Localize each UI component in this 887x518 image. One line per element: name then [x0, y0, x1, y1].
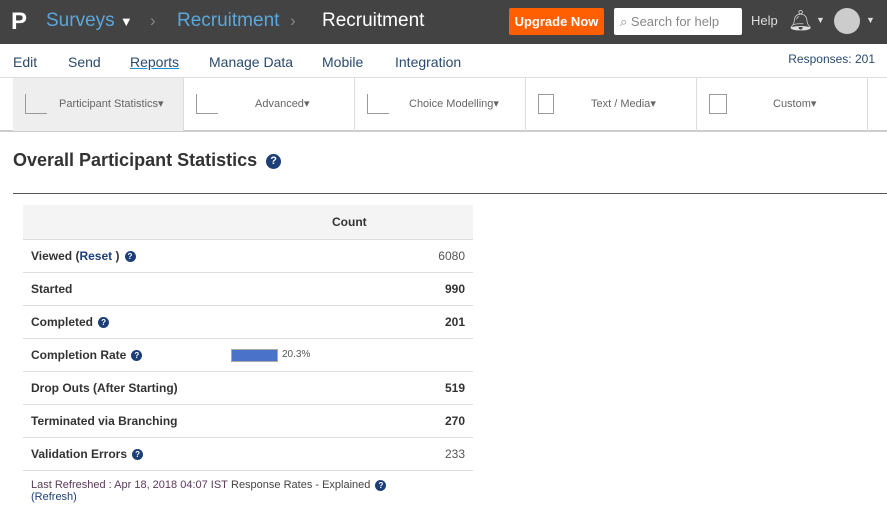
- row-label: Started: [31, 281, 73, 296]
- row-label: Validation Errors: [31, 446, 128, 461]
- row-label: Drop Outs (After Starting): [31, 380, 178, 395]
- toolbar-advanced[interactable]: Advanced▾: [184, 78, 355, 131]
- column-header-count: Count: [23, 205, 473, 240]
- help-icon[interactable]: ?: [266, 153, 282, 169]
- last-refreshed: Last Refreshed : Apr 18, 2018 04:07 IST(…: [31, 479, 228, 503]
- line-chart-icon: [25, 94, 47, 114]
- breadcrumb-survey: Recruitment: [322, 10, 425, 31]
- table-row: Started 990: [23, 272, 473, 306]
- upgrade-button[interactable]: Upgrade Now: [509, 8, 604, 35]
- multi-line-chart-icon: [196, 94, 218, 114]
- bell-icon[interactable]: 🔔︎: [788, 10, 814, 32]
- help-icon[interactable]: ?: [132, 448, 144, 460]
- chevron-down-icon: ▼: [119, 14, 133, 29]
- nav-mobile[interactable]: Mobile: [322, 54, 364, 70]
- custom-page-icon: [709, 94, 727, 114]
- reset-link[interactable]: Reset: [79, 248, 113, 263]
- breadcrumb-separator: ›: [150, 11, 156, 30]
- row-value: 201: [444, 314, 465, 329]
- chevron-down-icon[interactable]: ▼: [816, 15, 825, 25]
- help-icon[interactable]: ?: [131, 349, 143, 361]
- help-icon[interactable]: ?: [124, 250, 136, 262]
- toolbar-choice-modelling[interactable]: Choice Modelling▾: [355, 78, 526, 131]
- table-row: Viewed (Reset )? 6080: [23, 239, 473, 273]
- completion-rate-bar: [231, 348, 278, 362]
- row-value: 519: [444, 380, 465, 395]
- row-value: 270: [444, 413, 465, 428]
- help-icon[interactable]: ?: [375, 479, 387, 491]
- row-label: ): [115, 248, 120, 263]
- table-row: Completion Rate? 20.3%: [23, 338, 473, 372]
- help-icon[interactable]: ?: [98, 316, 110, 328]
- row-value: 990: [444, 281, 465, 296]
- divider: [13, 193, 887, 194]
- page-title: Overall Participant Statistics?: [13, 150, 282, 171]
- row-value: 6080: [438, 248, 465, 263]
- completion-rate-value: 20.3%: [282, 348, 311, 360]
- row-label: Viewed (: [31, 248, 80, 263]
- table-row: Completed? 201: [23, 305, 473, 339]
- responses-count: Responses: 201: [788, 52, 875, 66]
- nav-integration[interactable]: Integration: [395, 54, 462, 70]
- table-row: Drop Outs (After Starting) 519: [23, 371, 473, 405]
- nav-reports[interactable]: Reports: [130, 54, 180, 70]
- help-link[interactable]: Help: [751, 13, 778, 28]
- response-rates-explained[interactable]: Response Rates - Explained?: [231, 479, 387, 491]
- table-row: Validation Errors? 233: [23, 437, 473, 471]
- breadcrumb-separator: ›: [290, 11, 296, 30]
- report-toolbar: Participant Statistics▾ Advanced▾ Choice…: [0, 77, 887, 132]
- app-logo[interactable]: P: [11, 8, 28, 35]
- row-label: Terminated via Branching: [31, 413, 178, 428]
- stats-table: Count Viewed (Reset )? 6080 Started 990 Co…: [23, 205, 473, 471]
- breadcrumb-surveys[interactable]: Surveys ▼: [46, 10, 133, 31]
- refresh-link[interactable]: (Refresh): [31, 491, 77, 503]
- row-label: Completion Rate: [31, 347, 127, 362]
- table-row: Terminated via Branching 270: [23, 404, 473, 438]
- toolbar-participant-statistics[interactable]: Participant Statistics▾: [13, 78, 184, 131]
- top-bar: P Surveys ▼ › Recruitment › Recruitment …: [0, 0, 887, 44]
- chevron-down-icon[interactable]: ▼: [866, 15, 875, 25]
- toolbar-text-media[interactable]: Text / Media▾: [526, 78, 697, 131]
- breadcrumb-folder[interactable]: Recruitment: [177, 10, 280, 31]
- search-input[interactable]: ⌕ Search for help: [614, 8, 742, 35]
- avatar[interactable]: [834, 8, 860, 34]
- nav-edit[interactable]: Edit: [13, 54, 38, 70]
- row-value: 233: [444, 446, 465, 461]
- toolbar-custom[interactable]: Custom▾: [697, 78, 868, 131]
- nav-manage-data[interactable]: Manage Data: [209, 54, 294, 70]
- document-grid-icon: [538, 94, 554, 114]
- scatter-chart-icon: [367, 94, 389, 114]
- search-icon: ⌕: [620, 14, 628, 29]
- row-label: Completed: [31, 314, 94, 329]
- nav-send[interactable]: Send: [68, 54, 101, 70]
